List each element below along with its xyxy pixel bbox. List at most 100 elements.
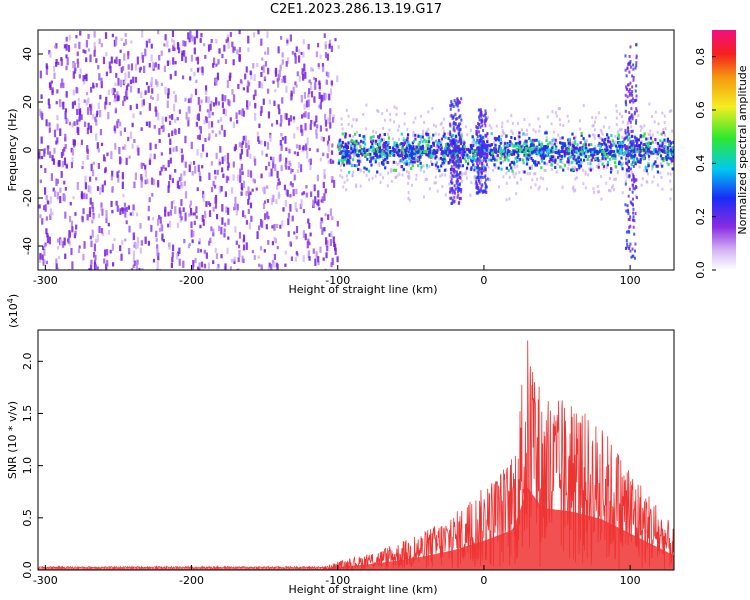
spectrogram-band-cell	[478, 144, 481, 148]
spectrogram-halo-cell	[666, 161, 669, 165]
spectrogram-band-cell	[540, 151, 543, 155]
spectrogram-feature-cell	[485, 185, 488, 189]
spectrogram-noise-cell	[73, 69, 77, 74]
spectrogram-noise-cell	[317, 261, 320, 266]
spectrogram-band-cell	[534, 163, 537, 167]
spectrogram-noise-cell	[280, 144, 283, 151]
spectrogram-noise-cell	[70, 162, 74, 169]
spectrogram-feature-cell	[477, 179, 480, 183]
spectrogram-halo-cell	[380, 136, 383, 140]
spectrogram-band-cell	[419, 154, 422, 158]
spectrogram-halo-cell	[557, 106, 560, 110]
spectrogram-noise-cell	[184, 212, 187, 220]
spectrogram-noise-cell	[103, 180, 107, 186]
spectrogram-noise-cell	[136, 56, 139, 65]
spectrogram-halo-cell	[566, 114, 569, 118]
spectrogram-band-cell	[430, 145, 433, 149]
spectrogram-band-cell	[400, 159, 404, 163]
spectrogram-halo-cell	[660, 175, 663, 179]
spectrogram-noise-cell	[104, 32, 108, 39]
spectrogram-band-cell	[461, 145, 465, 149]
spectrogram-band-cell	[343, 147, 346, 151]
spectrogram-noise-cell	[171, 178, 175, 183]
spectrogram-band-cell	[403, 141, 407, 145]
spectrogram-noise-cell	[247, 198, 250, 205]
spectrogram-halo-cell	[542, 177, 545, 181]
spectrogram-noise-cell	[95, 113, 98, 118]
spectrogram-noise-cell	[56, 178, 59, 184]
spectrogram-noise-cell	[270, 123, 274, 127]
spectrogram-band-cell	[400, 151, 403, 155]
spectrogram-noise-cell	[110, 175, 113, 181]
spectrogram-feature-cell	[625, 103, 628, 107]
spectrogram-noise-cell	[278, 69, 281, 78]
spectrogram-noise-cell	[83, 121, 87, 127]
spectrogram-noise-cell	[187, 117, 190, 121]
spectrogram-noise-cell	[187, 244, 190, 249]
spectrogram-feature-cell	[626, 204, 629, 208]
spectrogram-noise-cell	[90, 259, 93, 265]
spectrogram-band-cell	[607, 136, 610, 140]
spectrogram-feature-cell	[452, 104, 455, 108]
spectrogram-feature-cell	[458, 131, 461, 135]
spectrogram-noise-cell	[146, 178, 149, 184]
spectrogram-noise-cell	[38, 108, 42, 117]
spectrogram-noise-cell	[322, 137, 325, 142]
spectrogram-halo-cell	[596, 185, 599, 189]
spectrogram-noise-cell	[258, 140, 261, 144]
spectrogram-halo-cell	[546, 187, 549, 191]
spectrogram-band-cell	[567, 149, 570, 153]
spectrogram-band-cell	[419, 161, 422, 165]
spectrogram-noise-cell	[327, 135, 331, 141]
spectrogram-band-cell	[621, 167, 624, 171]
spectrogram-noise-cell	[271, 225, 274, 229]
spectrogram-halo-cell	[646, 172, 649, 176]
spectrogram-noise-cell	[305, 192, 308, 198]
spectrogram-band-cell	[647, 154, 651, 158]
spectrogram-noise-cell	[167, 180, 171, 188]
spectrogram-band-cell	[395, 148, 398, 152]
spectrogram-noise-cell	[235, 112, 238, 120]
spectrogram-feature-cell	[632, 225, 635, 229]
spectrogram-noise-cell	[276, 246, 279, 250]
spectrogram-band-cell	[479, 159, 483, 163]
spectrogram-band-cell	[345, 146, 349, 150]
spectrogram-noise-cell	[105, 210, 108, 218]
spectrogram-noise-cell	[239, 79, 243, 84]
spectrogram-noise-cell	[328, 114, 332, 123]
spectrogram-halo-cell	[488, 178, 491, 182]
spectrogram-band-cell	[404, 150, 407, 154]
spectrogram-band-cell	[520, 148, 523, 152]
spectrogram-noise-cell	[163, 167, 166, 171]
spectrogram-feature-cell	[456, 98, 459, 102]
spectrogram-noise-cell	[190, 54, 193, 62]
spectrogram-band-cell	[537, 152, 540, 156]
spectrogram-band-cell	[441, 161, 444, 165]
spectrogram-halo-cell	[365, 103, 368, 107]
spectrogram-feature-cell	[451, 142, 454, 146]
spectrogram-noise-cell	[96, 266, 99, 270]
spectrogram-feature-cell	[479, 125, 482, 129]
spectrogram-noise-cell	[325, 93, 328, 100]
spectrogram-noise-cell	[259, 218, 263, 227]
spectrogram-feature-cell	[452, 146, 455, 150]
spectrogram-band-cell	[421, 144, 424, 148]
spectrogram-halo-cell	[408, 163, 411, 167]
spectrogram-noise-cell	[70, 247, 73, 256]
spectrogram-band-cell	[382, 162, 385, 166]
spectrogram-band-cell	[413, 157, 416, 161]
spectrogram-noise-cell	[180, 181, 183, 186]
spectrogram-band-cell	[591, 153, 594, 157]
spectrogram-halo-cell	[550, 140, 553, 144]
spectrogram-noise-cell	[331, 257, 334, 266]
spectrogram-noise-cell	[60, 58, 63, 66]
spectrogram-noise-cell	[61, 161, 65, 168]
spectrogram-feature-cell	[452, 150, 455, 154]
spectrogram-band-cell	[666, 146, 669, 150]
spectrogram-halo-cell	[362, 113, 365, 117]
spectrogram-band-cell	[614, 161, 617, 165]
spectrogram-noise-cell	[330, 45, 333, 53]
spectrogram-feature-cell	[477, 150, 480, 154]
spectrogram-halo-cell	[502, 159, 505, 163]
spectrogram-halo-cell	[519, 177, 522, 181]
